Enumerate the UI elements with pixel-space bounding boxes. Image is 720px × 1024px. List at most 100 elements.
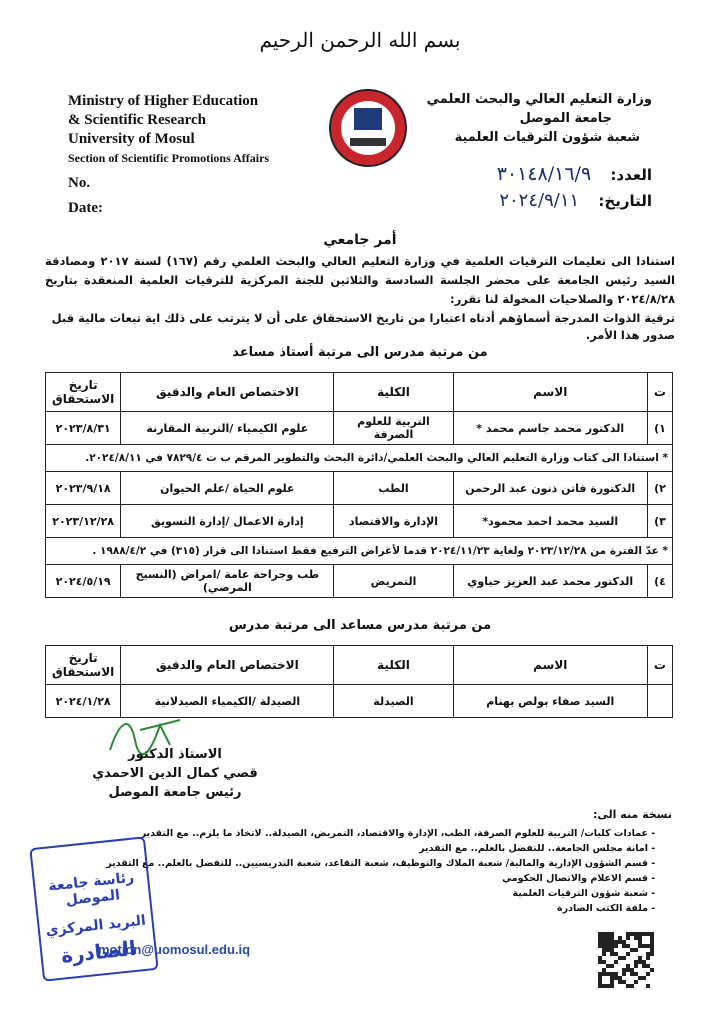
qr-cell <box>610 984 614 988</box>
cell: ٢٠٢٤/٥/١٩ <box>44 564 122 598</box>
qr-cell <box>598 984 602 988</box>
column-header: الكلية <box>333 372 454 412</box>
date: ٢٠٢٤/٩/١١ <box>499 190 580 211</box>
column-header: الاسم <box>452 645 648 685</box>
qr-code <box>598 932 654 988</box>
qr-cell <box>638 944 642 948</box>
qr-cell <box>630 932 634 936</box>
qr-cell <box>606 984 610 988</box>
copy-item: امانة مجلس الجامعة.. للتفضل بالعلم.. مع … <box>88 843 648 854</box>
qr-cell <box>626 968 630 972</box>
signature: الاستاذ الدكتور قصي كمال الدين الاحمدي ر… <box>90 745 260 802</box>
qr-cell <box>606 940 610 944</box>
qr-cell <box>610 932 614 936</box>
date-label: التاريخ: <box>598 192 652 210</box>
no-label: No. <box>68 175 91 191</box>
qr-cell <box>650 948 654 952</box>
qr-cell <box>610 936 614 940</box>
qr-cell <box>630 948 634 952</box>
qr-cell <box>614 976 618 980</box>
qr-cell <box>634 948 638 952</box>
copy-item: قسم الاعلام والاتصال الحكومي <box>88 873 648 884</box>
cell: السيد محمد احمد محمود* <box>452 504 648 538</box>
order-title: أمر جامعي <box>323 232 397 248</box>
cell: إدارة الاعمال /إدارة التسويق <box>120 504 335 538</box>
qr-cell <box>610 948 614 952</box>
signature-scribble <box>109 719 181 755</box>
note: * استنادا الى كتاب وزارة التعليم العالي … <box>45 444 673 472</box>
qr-cell <box>622 972 626 976</box>
column-header: الكلية <box>333 645 454 685</box>
qr-cell <box>626 944 630 948</box>
qr-cell <box>598 936 602 940</box>
qr-cell <box>610 944 614 948</box>
column-header: ت <box>646 645 674 685</box>
qr-cell <box>598 976 602 980</box>
stamp-line: رئاسة جامعة الموصل <box>47 869 135 909</box>
qr-cell <box>642 964 646 968</box>
copies-list: عمادات كليات/ التربية للعلوم الصرفة، الط… <box>88 828 662 918</box>
header-row: ت الاسم الكلية الاختصاص العام والدقيق تاريخ … <box>44 372 674 412</box>
copy-item: قسم الشؤون الإدارية والمالية/ شعبة الملا… <box>88 858 648 869</box>
cell: ٤) <box>646 564 674 598</box>
qr-cell <box>630 968 634 972</box>
arabic-header: وزارة التعليم العالي والبحث العلمي جامعة… <box>427 90 652 147</box>
qr-cell <box>638 960 642 964</box>
date-label: Date: <box>68 200 103 216</box>
paragraph: ترقية الذوات المدرجة أسماؤهم أدناه اعتبا… <box>51 311 675 342</box>
signature-line: قصي كمال الدين الاحمدي <box>92 766 258 781</box>
date-row: التاريخ: ٢٠٢٤/٩/١١ <box>499 190 652 211</box>
qr-cell <box>630 972 634 976</box>
qr-cell <box>622 980 626 984</box>
number-label: العدد: <box>610 166 652 184</box>
qr-cell <box>646 932 650 936</box>
qr-cell <box>610 976 614 980</box>
email: motion@uomosul.edu.iq <box>98 942 251 957</box>
qr-cell <box>622 956 626 960</box>
qr-cell <box>598 940 602 944</box>
cell: ٢٠٢٤/١/٢٨ <box>44 684 122 718</box>
qr-cell <box>646 964 650 968</box>
qr-cell <box>598 960 602 964</box>
header-line: شعبة شؤون الترقيات العلمية <box>454 130 640 145</box>
cell: ٢٠٢٣/٨/٣١ <box>44 411 122 445</box>
basmala: بسم الله الرحمن الرحيم <box>259 28 461 52</box>
copy-item: ملفة الكتب الصادرة <box>88 903 648 914</box>
qr-cell <box>606 944 610 948</box>
qr-cell <box>610 964 614 968</box>
qr-cell <box>618 980 622 984</box>
stamp-line: الصادرة <box>59 935 138 968</box>
qr-cell <box>602 936 606 940</box>
table-row: ٢) الدكتورة فاتن ذنون عبد الرحمن الطب علوم … <box>44 471 674 505</box>
note-row: * عدّ الفترة من ٢٠٢٣/١٢/٢٨ ولغاية ٢٠٢٤/١… <box>45 537 673 565</box>
paragraph: استنادا الى تعليمات الترقيات العلمية في … <box>45 254 675 306</box>
cell: الإدارة والاقتصاد <box>333 504 454 538</box>
signature-line: رئيس جامعة الموصل <box>108 785 242 800</box>
cell <box>646 684 674 718</box>
qr-cell <box>602 944 606 948</box>
qr-cell <box>598 944 602 948</box>
column-header: الاسم <box>452 372 648 412</box>
english-header: Ministry of Higher Education & Scientifi… <box>68 92 269 218</box>
cell: طب وجراحة عامة /امراض (النسيج المرضي) <box>120 564 335 598</box>
qr-cell <box>646 956 650 960</box>
qr-cell <box>642 976 646 980</box>
qr-cell <box>634 936 638 940</box>
qr-cell <box>614 940 618 944</box>
section-heading: من مرتبة مدرس مساعد الى مرتبة مدرس <box>228 618 492 633</box>
qr-cell <box>634 932 638 936</box>
cell: السيد صفاء بولص بهنام <box>452 684 648 718</box>
note: * عدّ الفترة من ٢٠٢٣/١٢/٢٨ ولغاية ٢٠٢٤/١… <box>45 537 673 565</box>
cell: التمريض <box>333 564 454 598</box>
qr-cell <box>634 964 638 968</box>
header-line: Section of Scientific Promotions Affairs <box>68 151 270 165</box>
qr-cell <box>610 972 614 976</box>
qr-cell <box>638 976 642 980</box>
promotion-table: ت الاسم الكلية الاختصاص العام والدقيق تاريخ … <box>44 372 674 598</box>
qr-cell <box>650 932 654 936</box>
qr-cell <box>638 936 642 940</box>
cell: ٣) <box>646 504 674 538</box>
qr-cell <box>606 972 610 976</box>
qr-cell <box>626 936 630 940</box>
